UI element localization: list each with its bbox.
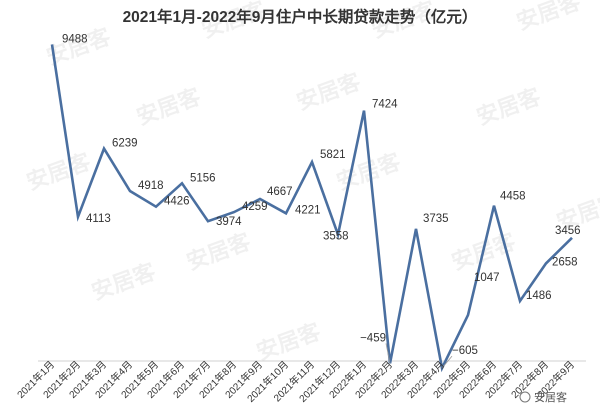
watermark-text: 安居客	[293, 68, 365, 114]
watermark-corner-text: 安居客	[534, 390, 567, 404]
data-label: 5156	[190, 172, 216, 184]
data-label: 5821	[320, 149, 346, 161]
corner-watermark: 安居客	[519, 390, 567, 404]
data-label: 4426	[164, 196, 190, 208]
watermark-text: 安居客	[473, 83, 545, 129]
data-label: −605	[452, 345, 478, 357]
data-label: 1047	[474, 272, 500, 284]
watermark-text: 安居客	[183, 228, 255, 274]
watermark-text: 安居客	[253, 318, 325, 364]
chart-title: 2021年1月-2022年9月住户中长期贷款走势（亿元）	[123, 7, 478, 26]
data-label: 3974	[216, 216, 242, 228]
label-leader-line	[441, 355, 453, 369]
watermark-text: 安居客	[513, 0, 585, 35]
data-label: 4221	[295, 204, 321, 216]
data-label: 3735	[423, 213, 449, 225]
data-label: 9488	[62, 33, 88, 45]
series-line	[50, 44, 573, 373]
data-label: 4667	[267, 186, 293, 198]
data-label: −459	[360, 332, 386, 344]
data-label: 4918	[138, 180, 164, 192]
data-label: 7424	[372, 99, 398, 111]
watermark-text: 安居客	[88, 258, 160, 304]
label-leader-line	[385, 343, 391, 364]
data-label: 2658	[552, 256, 578, 268]
data-label: 4458	[500, 191, 526, 203]
watermark-text: 安居客	[133, 83, 205, 129]
data-label: 4113	[86, 213, 111, 225]
watermark-text: 安居客	[23, 148, 95, 194]
data-label: 3558	[323, 231, 349, 243]
data-label: 6239	[112, 138, 138, 150]
data-label: 1486	[526, 290, 552, 302]
x-axis-tick-labels: 2021年1月2021年2月2021年3月2021年4月2021年5月2021年…	[14, 358, 577, 405]
data-label: 3456	[555, 225, 581, 237]
data-label: 4259	[242, 201, 268, 213]
